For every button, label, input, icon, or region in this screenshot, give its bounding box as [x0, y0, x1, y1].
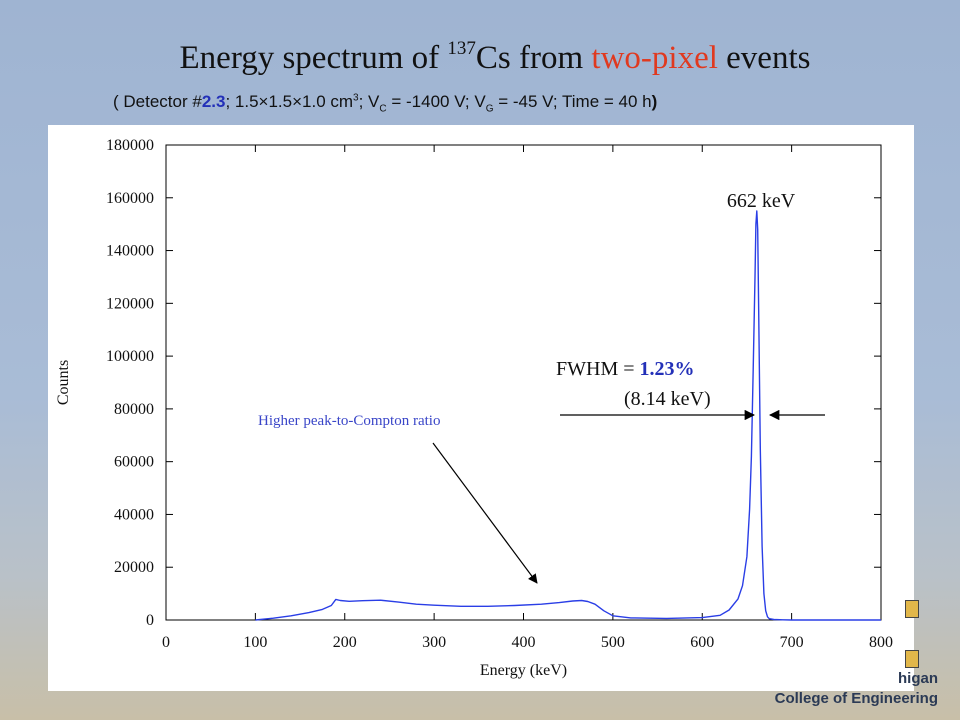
spectrum-chart: 0 100 200 300 400 500 600 700 800 0 20000 40000 6000…: [55, 137, 893, 679]
spectrum-line-0: [255, 210, 881, 621]
title-highlight: two-pixel: [591, 40, 718, 76]
y-tick-label: 0: [146, 612, 154, 629]
logo-square-bottom: [905, 650, 919, 668]
y-tick-label: 80000: [114, 401, 154, 418]
x-tick-label: 300: [422, 634, 446, 651]
x-tick-label: 100: [243, 634, 267, 651]
y-axis-label: Counts: [55, 360, 72, 405]
compton-label: Higher peak-to-Compton ratio: [258, 413, 440, 429]
y-tick-label: 160000: [106, 190, 154, 207]
x-tick-label: 700: [780, 634, 804, 651]
x-tick-label: 400: [512, 634, 536, 651]
logo-line2: College of Engineering: [774, 690, 938, 707]
y-tick-label: 140000: [106, 243, 154, 260]
fwhm-value: 1.23%: [640, 358, 695, 380]
slide-title: Energy spectrum of 137Cs from two-pixel …: [179, 38, 811, 76]
y-tick-label: 180000: [106, 137, 154, 154]
y-tick-label: 40000: [114, 506, 154, 523]
y-tick-label: 60000: [114, 454, 154, 471]
college-logo: higan College of Engineering: [775, 669, 938, 709]
y-tick-label: 120000: [106, 295, 154, 312]
y-tick-label: 100000: [106, 348, 154, 365]
fwhm-label: FWHM = 1.23%: [556, 358, 695, 380]
chart-panel: 0 100 200 300 400 500 600 700 800 0 20000 40000 6000…: [48, 125, 914, 691]
peak-label: 662 keV: [727, 190, 796, 212]
detector-subtitle: ( Detector #2.3; 1.5×1.5×1.0 cm3; VC = -…: [113, 92, 658, 115]
y-tick-label: 20000: [114, 559, 154, 576]
detector-number: 2.3: [201, 92, 226, 111]
x-tick-label: 0: [162, 634, 170, 651]
x-tick-label: 600: [690, 634, 714, 651]
x-tick-label: 500: [601, 634, 625, 651]
x-axis-label: Energy (keV): [480, 662, 567, 679]
logo-line1: higan: [898, 670, 938, 687]
x-tick-label: 800: [869, 634, 893, 651]
fwhm-kev-label: (8.14 keV): [624, 388, 711, 410]
x-tick-label: 200: [333, 634, 357, 651]
logo-square-top: [905, 600, 919, 618]
compton-arrow: [432, 442, 538, 584]
plot-frame: [165, 144, 882, 621]
